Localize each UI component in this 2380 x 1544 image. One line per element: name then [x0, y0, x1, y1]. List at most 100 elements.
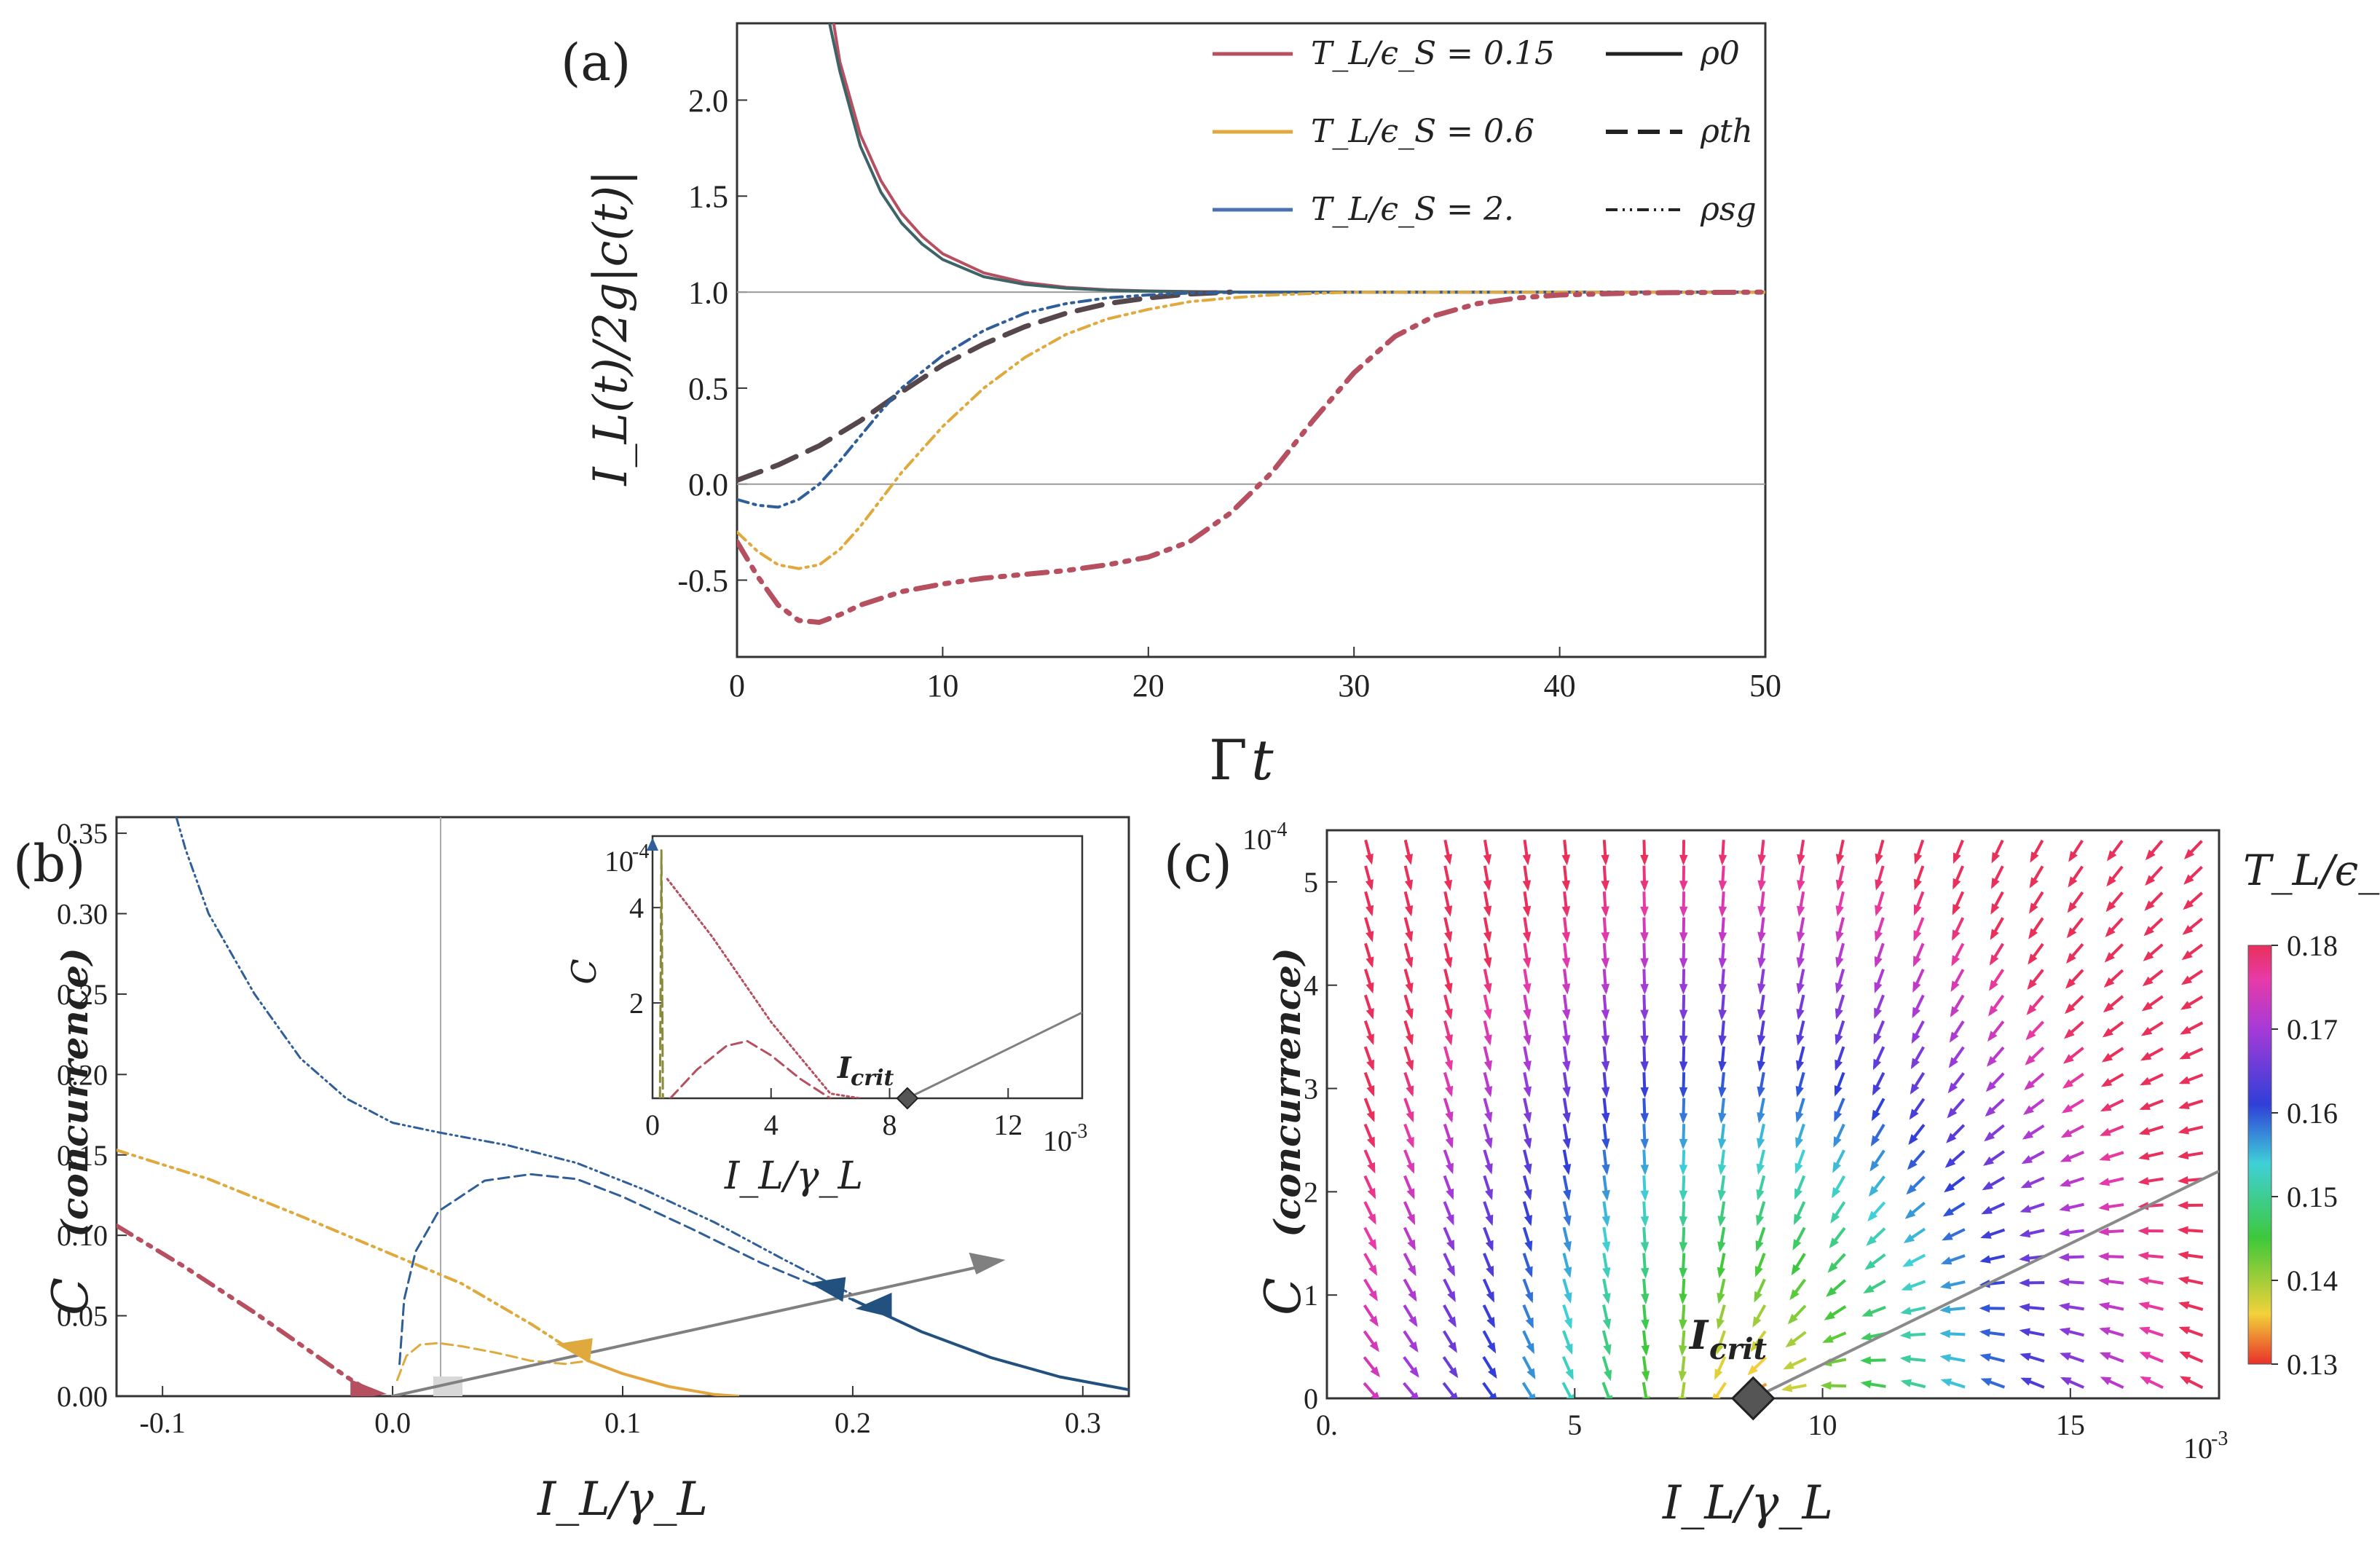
panel-c-field-arrowhead [1561, 880, 1570, 891]
panel-c-field-arrowhead [1446, 1265, 1455, 1277]
panel-c-field-arrowhead [1913, 904, 1922, 916]
panel-c-field-arrowhead [1601, 1216, 1610, 1227]
panel-c-ytick-label: 0 [1304, 1382, 1318, 1415]
panel-b-flow-arrow-3 [350, 1379, 387, 1396]
panel-c-field-arrowhead [1952, 904, 1961, 915]
panel-c-field-arrowhead [1640, 1138, 1649, 1150]
panel-c-field-arrowhead [1718, 1112, 1727, 1124]
panel-a-ylabel: I_L(t)/2g|c(t)| [584, 170, 638, 486]
panel-c-field-arrowhead [1483, 905, 1492, 917]
panel-c-field-arrowhead [1524, 1266, 1533, 1278]
panel-c-field-arrowhead [1718, 881, 1727, 891]
panel-c-field-arrowhead [2098, 1301, 2110, 1311]
panel-c-field-arrowhead [1834, 1111, 1843, 1122]
panel-c-field-arrowhead [2059, 1178, 2071, 1187]
panel-c-field-arrowhead [1368, 1239, 1377, 1250]
panel-c-field-arrowhead [1747, 1365, 1758, 1376]
panel-c-field-arrowhead [2177, 1201, 2188, 1210]
panel-c-field-arrowhead [1716, 1318, 1725, 1330]
panel-c-field-arrowhead [1601, 854, 1609, 866]
panel-c-field-arrowhead [1484, 1086, 1493, 1098]
panel-c-field-arrowhead [1979, 1328, 1990, 1337]
panel-c-field-arrowhead [1866, 1235, 1877, 1246]
panel-c-field-arrowhead [1679, 1190, 1688, 1202]
panel-c-field-arrowhead [1488, 1367, 1497, 1379]
panel-c-field-arrowhead [1486, 1265, 1494, 1277]
colorbar-tick-label: 0.18 [2287, 929, 2338, 962]
panel-a-reference-lines [737, 291, 1765, 485]
panel-c-field-arrowhead [1485, 1214, 1494, 1226]
panel-c-field-arrowhead [1444, 1008, 1453, 1020]
panel-c-field-arrowhead [1446, 1162, 1454, 1175]
panel-c-field-arrowhead [1679, 1165, 1688, 1175]
panel-c-field-arrowhead [2145, 849, 2156, 861]
panel-a-xtick-label: 10 [926, 668, 958, 704]
panel-c-field-arrowhead [1718, 854, 1727, 866]
panel-c-field-arrowhead [2178, 1301, 2190, 1309]
panel-c-field-arrowhead [1445, 1060, 1453, 1071]
panel-c-field-arrowhead [1601, 1241, 1611, 1253]
panel-c-field-arrowhead [1797, 905, 1805, 917]
panel-c-field-arrowhead [1718, 958, 1727, 969]
panel-c-field-arrowhead [1602, 1293, 1611, 1304]
panel-c-field-arrowhead [2097, 1227, 2109, 1236]
panel-c-field-arrowhead [1874, 982, 1883, 993]
panel-b-xtick-label: 0.1 [604, 1406, 641, 1439]
panel-c-field-arrowhead [1794, 1188, 1802, 1200]
panel-c-field-arrowhead [1443, 854, 1452, 865]
panel-c-field-arrowhead [1484, 1163, 1493, 1175]
panel-c-field-arrowhead [1757, 931, 1766, 943]
panel-c-field-arrowhead [1604, 1369, 1612, 1382]
inset-ytick-label: 2 [629, 987, 644, 1020]
panel-b-ticks: -0.1 0.0 0.1 0.2 0.3 0.00 0.05 0.10 0.15 0.20 0.25… [57, 817, 1101, 1439]
panel-c-field-arrowhead [1562, 1164, 1572, 1175]
panel-c-field-arrowhead [1984, 1131, 1995, 1142]
panel-c-xscale-base: 10 [2183, 1432, 2212, 1465]
panel-b-ytick-label: 0.00 [57, 1380, 108, 1413]
panel-c-field-arrowhead [1679, 1138, 1688, 1150]
colorbar-label: T_L/ϵ_s [2243, 846, 2380, 895]
panel-c-field-arrowhead [1942, 1232, 1953, 1241]
panel-c-field-arrowhead [1408, 1341, 1419, 1353]
panel-c-field-arrowhead [1861, 1308, 1873, 1317]
panel-c-field-arrowhead [1990, 929, 1999, 940]
panel-c-field-arrowhead [1944, 1157, 1956, 1168]
panel-c-field-arrowhead [1484, 1137, 1493, 1149]
panel-c-field-arrowhead [1483, 957, 1492, 969]
panel-c-field-arrowhead [1445, 1111, 1454, 1123]
panel-c-field-arrowhead [1524, 1138, 1532, 1149]
panel-c-field-arrowhead [1871, 1109, 1880, 1122]
panel-c-field-arrowhead [2178, 1326, 2191, 1335]
panel-c-field-arrowhead [1792, 1239, 1802, 1250]
panel-a: (a) 0 10 20 30 40 50 -0.5 0.0 0.5 1.0 1.5 2.0 T_L/ϵ… [561, 22, 1781, 792]
panel-c-field-arrowhead [1912, 1007, 1921, 1019]
panel-c-field-arrowhead [1832, 1187, 1841, 1199]
panel-c-icrit-sub: crit [1709, 1332, 1768, 1366]
panel-c-field-arrowhead [1835, 879, 1844, 891]
panel-c-field-arrowhead [1368, 1264, 1378, 1276]
panel-c-field-arrowhead [2105, 926, 2116, 937]
panel-c-field-arrowhead [2028, 928, 2038, 940]
panel-c-field-arrowhead [1869, 1160, 1880, 1172]
panel-c-field-arrowhead [1679, 881, 1688, 891]
panel-c-field-arrowhead [1566, 1394, 1575, 1398]
panel-c-field-arrowhead [1679, 984, 1688, 995]
panel-c-field-arrowhead [1795, 1085, 1804, 1098]
inset-xtick-label: 4 [764, 1108, 779, 1141]
panel-c-field-arrowhead [1914, 853, 1923, 864]
panel-c-field-arrowhead [1524, 1189, 1532, 1201]
panel-c-field-arrowhead [1980, 1230, 1992, 1239]
panel-c-field-arrowhead [1369, 1341, 1379, 1352]
panel-c-field-arrowhead [2025, 1029, 2036, 1041]
panel-c-field-arrowhead [1406, 1111, 1414, 1123]
panel-c-field-arrowhead [1602, 1318, 1612, 1330]
panel-c-field-arrowhead [1485, 1240, 1494, 1252]
panel-c-field-arrowhead [1483, 880, 1492, 891]
panel-c-field-arrowhead [1787, 1313, 1798, 1325]
colorbar-tick-label: 0.13 [2287, 1348, 2338, 1381]
panel-c-field-arrowhead [1640, 1165, 1650, 1175]
panel-c-field-arrowhead [1445, 1137, 1454, 1149]
panel-c-field-arrowhead [2107, 850, 2117, 862]
panel-c-field-arrowhead [1523, 1086, 1532, 1098]
panel-c-field-arrowhead [2100, 1376, 2112, 1385]
